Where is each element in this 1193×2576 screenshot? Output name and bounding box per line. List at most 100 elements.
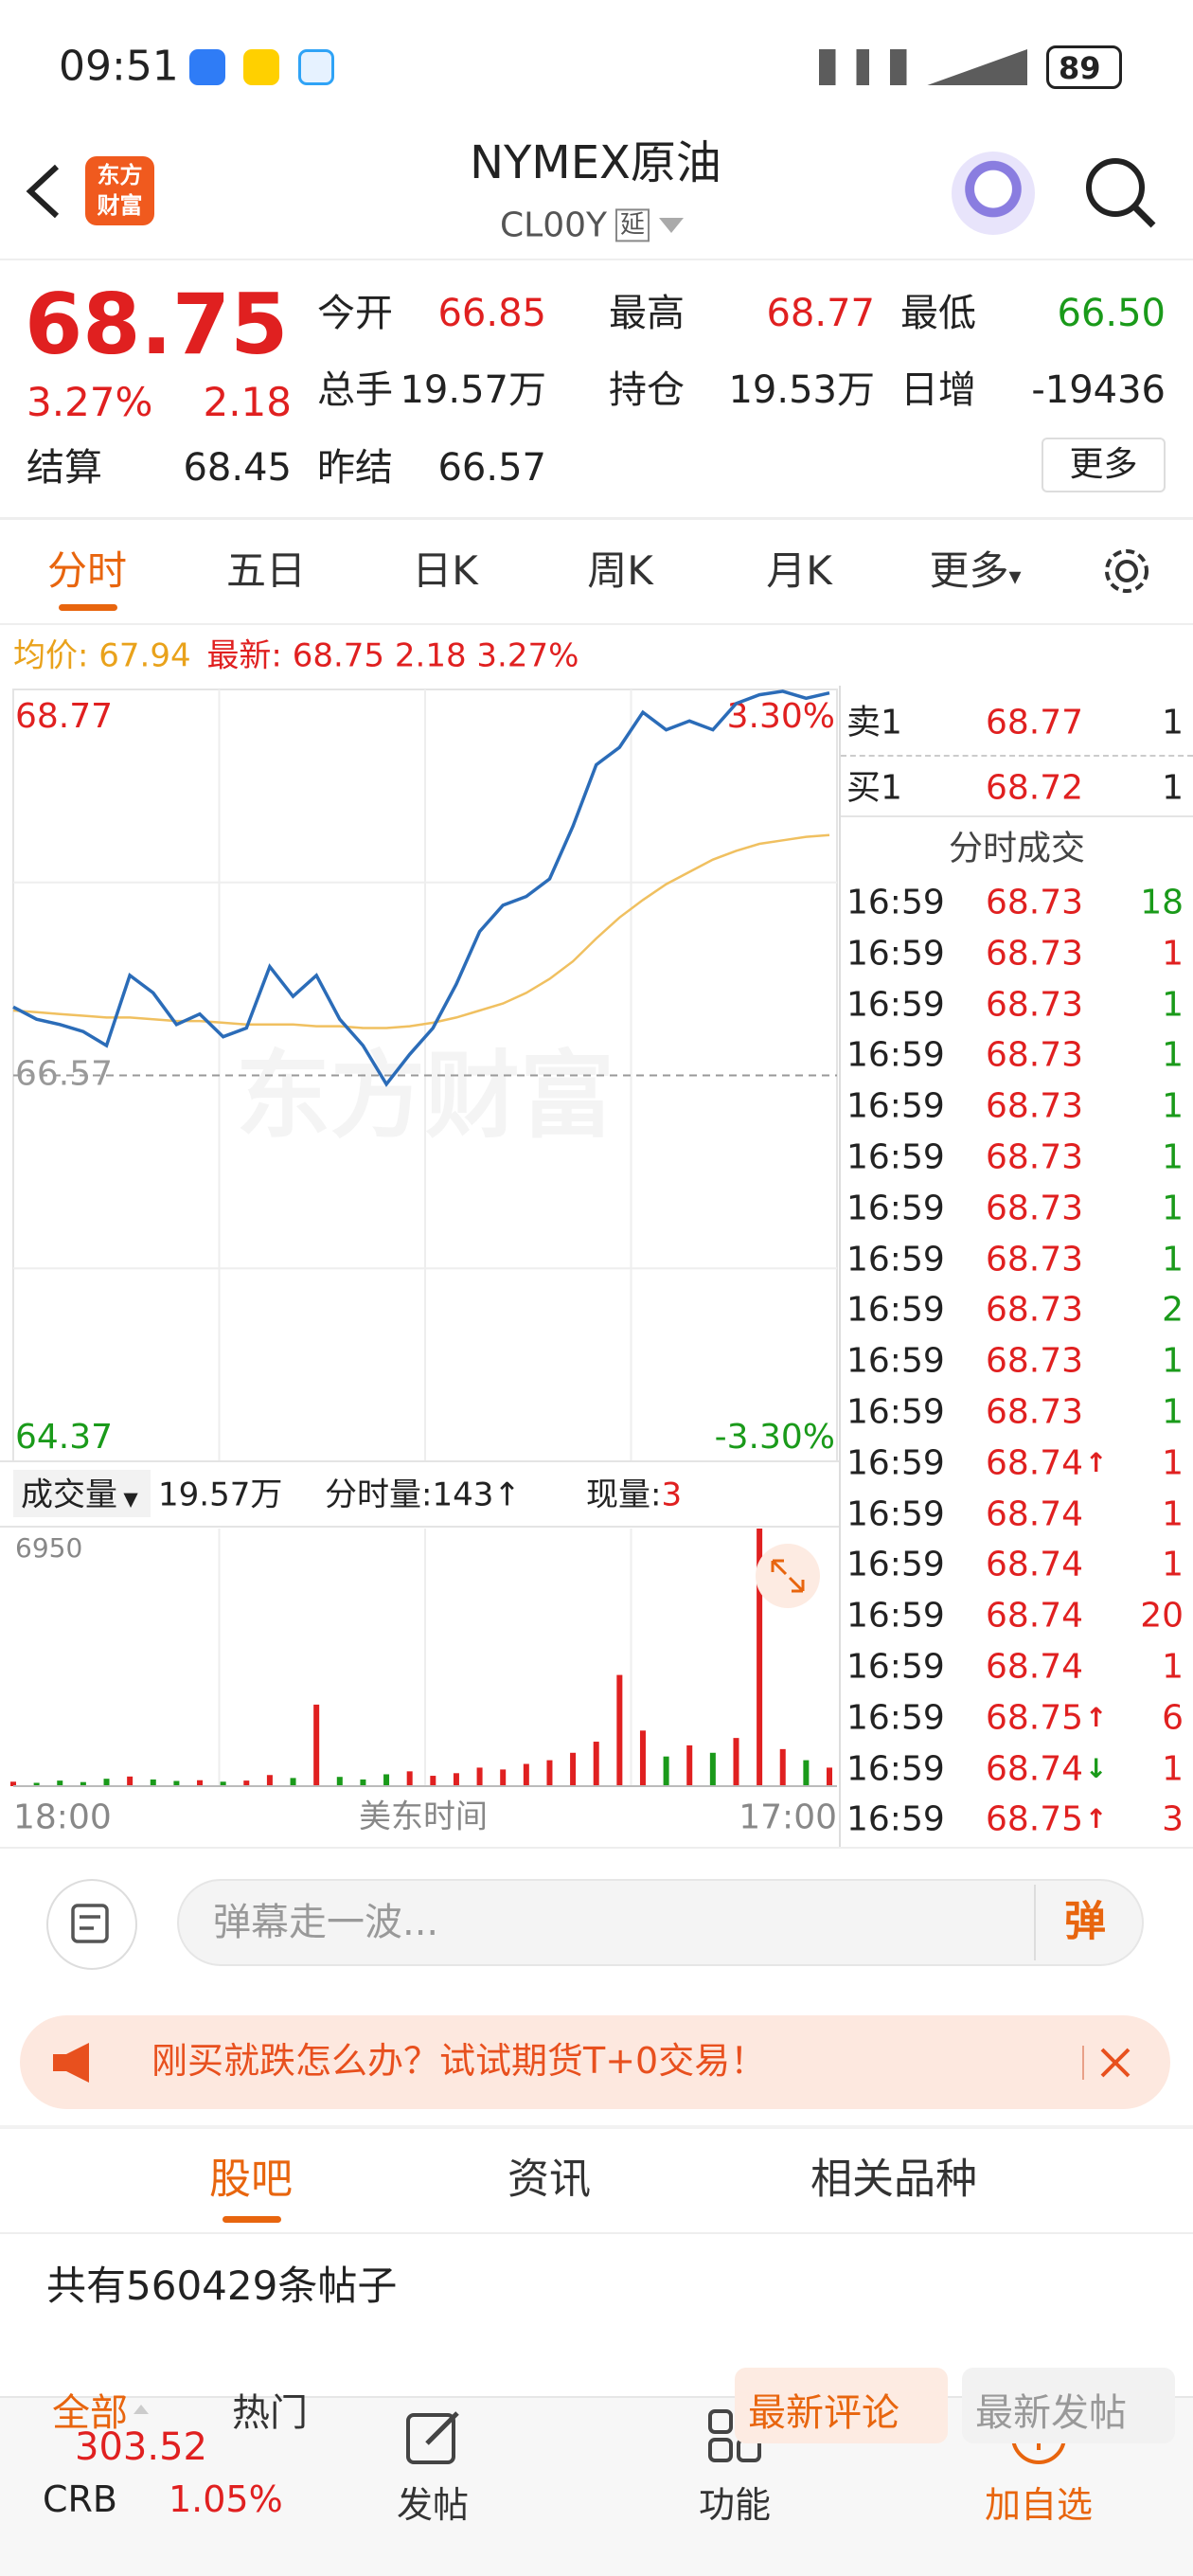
tab-indicator: [59, 604, 117, 611]
tab[interactable]: 分时: [46, 546, 128, 594]
trade-volume: 1: [1162, 1189, 1184, 1228]
comment-input[interactable]: [177, 1879, 1144, 1966]
field-value: 66.57: [437, 446, 546, 490]
section-tab[interactable]: 相关品种: [810, 2155, 977, 2204]
trade-volume: 1: [1162, 934, 1184, 974]
volume-bar: [406, 1771, 413, 1786]
trade-time: 16:59: [846, 1290, 945, 1330]
volume-bar: [453, 1773, 459, 1786]
trade-time: 16:59: [846, 1596, 945, 1636]
volume-bar: [127, 1776, 134, 1786]
tab[interactable]: 月K: [766, 546, 832, 594]
assistant-avatar[interactable]: [952, 152, 1035, 235]
trade-time: 16:59: [846, 1799, 945, 1839]
section-tab[interactable]: 股吧: [209, 2155, 293, 2204]
trade-volume: 3: [1162, 1799, 1184, 1839]
filter-pill[interactable]: [735, 2368, 948, 2443]
trade-price: 68.74: [985, 1749, 1083, 1788]
section-tab[interactable]: 资讯: [507, 2155, 591, 2204]
field-value: 66.50: [1057, 292, 1166, 335]
back-button[interactable]: [23, 161, 64, 222]
change: 2.18: [203, 378, 292, 425]
info-row: 均价: 67.94 最新: 68.75 2.18 3.27%: [13, 637, 579, 676]
search-button[interactable]: [1083, 155, 1159, 231]
y-tick-label: 6950: [15, 1532, 82, 1564]
index-up-icon: [134, 2405, 149, 2414]
index-name[interactable]: CRB: [43, 2478, 118, 2521]
volume-bar: [383, 1774, 390, 1786]
trade-time: 16:59: [846, 1749, 945, 1788]
divider: [841, 755, 1193, 757]
field-value: 19.53万: [728, 368, 875, 412]
tab[interactable]: 日K: [412, 546, 478, 594]
book-label: 卖1: [846, 703, 902, 742]
volume-bar: [523, 1763, 529, 1786]
trade-volume: 1: [1162, 1086, 1184, 1126]
battery-level: 89: [1059, 49, 1101, 86]
trade-time: 16:59: [846, 934, 945, 974]
trade-price: 68.73: [985, 1137, 1083, 1177]
trade-time: 16:59: [846, 1647, 945, 1687]
field-label: 结算: [27, 446, 102, 490]
index-change[interactable]: 1.05%: [169, 2478, 283, 2521]
field-value: 68.45: [183, 446, 292, 490]
trade-volume: 2: [1162, 1290, 1184, 1330]
nav-item[interactable]: 加自选: [984, 2484, 1094, 2527]
filter[interactable]: 热门: [232, 2391, 308, 2435]
volume-bar: [570, 1752, 577, 1786]
trade-price: 68.73: [985, 1086, 1083, 1126]
danmaku-button[interactable]: 弹: [1064, 1897, 1106, 1946]
post-icon[interactable]: [404, 2407, 463, 2466]
volume-bar: [80, 1781, 86, 1786]
trade-volume: 1: [1162, 1035, 1184, 1075]
tab[interactable]: 五日: [225, 546, 307, 594]
volume-bar: [546, 1760, 553, 1786]
tab-indicator: [223, 2216, 281, 2223]
trade-price: 68.74: [985, 1647, 1083, 1687]
filter[interactable]: 最新发帖: [975, 2391, 1127, 2435]
y2-tick-label: 3.30%: [727, 697, 835, 736]
filter[interactable]: 全部: [52, 2391, 128, 2435]
divider: [1034, 1885, 1036, 1960]
latest-change: 2.18: [394, 636, 467, 675]
trade-time: 16:59: [846, 1392, 945, 1432]
volume-selector[interactable]: [13, 1470, 151, 1517]
expand-button[interactable]: [756, 1544, 820, 1608]
nav-item[interactable]: 发帖: [396, 2484, 470, 2527]
danmaku-toggle[interactable]: [46, 1879, 137, 1970]
tab[interactable]: 更多▾: [929, 546, 1022, 594]
trade-price: 68.73: [985, 934, 1083, 974]
nav-item[interactable]: 功能: [698, 2484, 772, 2527]
tab[interactable]: 周K: [587, 546, 653, 594]
trade-arrow: ↓: [1085, 1752, 1108, 1784]
trade-arrow: ↑: [1085, 1702, 1108, 1733]
divider: [841, 815, 1193, 817]
trade-price: 68.74: [985, 1596, 1083, 1636]
symbol-code: CL00Y: [500, 206, 607, 245]
y-tick-label: 66.57: [15, 1055, 113, 1094]
volume-bar: [220, 1781, 226, 1786]
x-end-label: 17:00: [739, 1798, 837, 1837]
filter-pill[interactable]: [962, 2368, 1175, 2443]
volume-bar: [500, 1769, 507, 1786]
close-button[interactable]: [1098, 2046, 1132, 2080]
volume-bar: [639, 1730, 646, 1786]
more-button[interactable]: 更多: [1042, 438, 1166, 492]
trade-volume: 20: [1140, 1596, 1184, 1636]
trade-price: 68.75: [985, 1698, 1083, 1738]
index-value[interactable]: 303.52: [75, 2425, 207, 2469]
latest-price: 68.75: [292, 636, 385, 675]
filter[interactable]: 最新评论: [748, 2391, 899, 2435]
volume-bar: [476, 1767, 483, 1786]
dropdown-icon[interactable]: [657, 216, 686, 235]
y-tick-label: 68.77: [15, 697, 113, 736]
trade-volume: 18: [1140, 883, 1184, 922]
promo-banner[interactable]: [20, 2015, 1170, 2109]
volume-label[interactable]: 成交量 ▼: [21, 1476, 138, 1514]
volume-bar: [266, 1775, 273, 1786]
volume-bar: [243, 1780, 250, 1786]
logo[interactable]: 东方 财富: [85, 156, 154, 225]
settings-button[interactable]: [1100, 545, 1153, 598]
y-tick-label: 64.37: [15, 1418, 113, 1457]
